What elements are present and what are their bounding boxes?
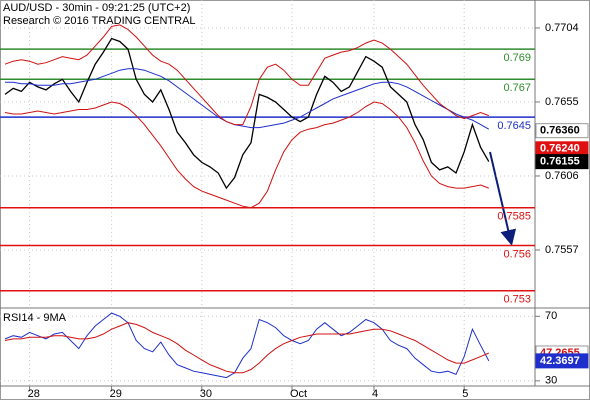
chart-title: AUD/USD - 30min - 09:21:25 (UTC+2)	[3, 2, 190, 14]
level-label: 0.7585	[497, 211, 531, 223]
level-label: 0.756	[503, 248, 531, 260]
y-tick-label: 0.7557	[545, 244, 579, 256]
series-line	[4, 24, 489, 126]
y-tick-label: 0.7606	[545, 170, 579, 182]
y-tick-label: 0.7704	[545, 22, 579, 34]
level-label: 0.767	[503, 82, 531, 94]
price-tag-box	[535, 123, 589, 139]
series-line	[4, 37, 490, 190]
x-tick-label: Oct	[290, 388, 307, 400]
price-tag-box	[535, 154, 589, 170]
x-tick-label: 5	[462, 388, 468, 400]
price-tag: 0.76240	[540, 143, 580, 155]
x-tick-label: 29	[110, 388, 122, 400]
y-tick-label: 0.7655	[545, 96, 579, 108]
price-tag: 0.76360	[540, 125, 580, 137]
series-line	[4, 312, 490, 379]
x-tick-label: 28	[28, 388, 40, 400]
series-line	[5, 68, 490, 130]
indicator-title: RSI14 - 9MA	[3, 312, 67, 324]
y-tick-label: 30	[545, 375, 557, 387]
x-tick-label: 30	[200, 388, 212, 400]
chart-subtitle: Research © 2016 TRADING CENTRAL	[3, 15, 196, 27]
level-label: 0.769	[503, 52, 531, 64]
series-line	[4, 101, 489, 209]
y-tick-label: 70	[545, 310, 557, 322]
series-line	[4, 322, 490, 374]
level-label: 0.753	[503, 294, 531, 306]
level-label: 0.7645	[497, 120, 531, 132]
price-tag: 0.76155	[540, 156, 580, 168]
value-tag-box	[535, 353, 589, 369]
x-tick-label: 4	[372, 388, 378, 400]
forecast-arrow	[489, 151, 517, 246]
value-tag: 42.3697	[540, 355, 580, 367]
